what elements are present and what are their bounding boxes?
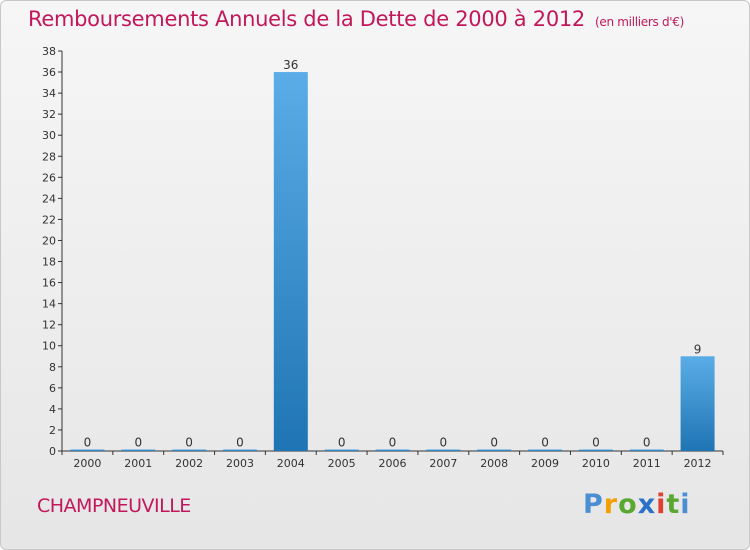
value-label-2005: 0 [338,436,346,450]
value-label-2012: 9 [694,342,702,356]
y-tick-label: 14 [42,298,56,311]
x-tick-label: 2000 [73,457,101,470]
x-tick-label: 2006 [379,457,407,470]
bar-2001 [121,449,156,451]
y-tick-label: 18 [42,256,56,269]
proxiti-logo: Proxiti [583,489,691,520]
y-tick-label: 0 [49,445,56,458]
value-label-2010: 0 [592,436,600,450]
y-tick-label: 28 [42,150,56,163]
commune-name: CHAMPNEUVILLE [37,495,191,517]
chart-title: Remboursements Annuels de la Dette de 20… [28,7,684,31]
bar-2003 [222,449,257,451]
y-tick-label: 36 [42,66,56,79]
bar-2009 [528,449,563,451]
logo-letter: i [680,489,691,520]
y-tick-label: 38 [42,45,56,58]
value-label-2001: 0 [134,436,142,450]
bar-2011 [629,449,664,451]
value-label-2006: 0 [389,436,397,450]
y-tick-label: 24 [42,192,56,205]
x-tick-label: 2002 [175,457,203,470]
logo-letter: i [656,489,667,520]
value-label-2007: 0 [440,436,448,450]
bar-2005 [324,449,359,451]
x-tick-label: 2001 [124,457,152,470]
bar-2000 [70,449,105,451]
value-label-2002: 0 [185,436,193,450]
logo-letter: o [618,489,638,520]
unit-note: (en milliers d'€) [595,15,685,29]
y-tick-label: 8 [49,361,56,374]
y-tick-label: 6 [49,382,56,395]
y-tick-label: 32 [42,108,56,121]
logo-letter: P [583,489,604,520]
x-tick-label: 2005 [328,457,356,470]
bar-2006 [375,449,410,451]
x-tick-label: 2003 [226,457,254,470]
y-tick-label: 2 [49,424,56,437]
bars [70,72,715,451]
bar-2007 [426,449,461,451]
y-tick-label: 16 [42,277,56,290]
value-labels: 0 0 0 0 36 0 0 0 0 0 0 0 9 [84,58,702,449]
y-tick-label: 12 [42,319,56,332]
value-label-2004: 36 [283,58,298,72]
x-tick-label: 2008 [480,457,508,470]
bar-2004 [273,72,308,451]
y-tick-label: 34 [42,87,56,100]
y-tick-label: 20 [42,234,56,247]
x-tick-label: 2011 [633,457,661,470]
bar-2008 [477,449,512,451]
x-tick-label: 2012 [684,457,712,470]
value-label-2011: 0 [643,436,651,450]
x-axis: 2000 2001 2002 2003 2004 2005 2006 2007 2008 2009… [61,450,724,470]
bar-2010 [578,449,613,451]
y-tick-label: 22 [42,213,56,226]
value-label-2009: 0 [541,436,549,450]
value-label-2003: 0 [236,436,244,450]
logo-letter: r [603,489,619,520]
x-tick-label: 2010 [582,457,610,470]
logo-letter: t [666,489,681,520]
x-tick-label: 2007 [429,457,457,470]
bar-2012 [680,356,715,451]
value-label-2000: 0 [84,436,92,450]
y-tick-label: 30 [42,129,56,142]
x-tick-label: 2004 [277,457,305,470]
logo-letter: x [637,489,657,520]
value-label-2008: 0 [490,436,498,450]
x-tick-label: 2009 [531,457,559,470]
y-tick-label: 4 [49,403,56,416]
chart-title-text: Remboursements Annuels de la Dette de 20… [28,7,585,31]
y-tick-label: 26 [42,171,56,184]
y-tick-label: 10 [42,340,56,353]
bar-2002 [172,449,207,451]
